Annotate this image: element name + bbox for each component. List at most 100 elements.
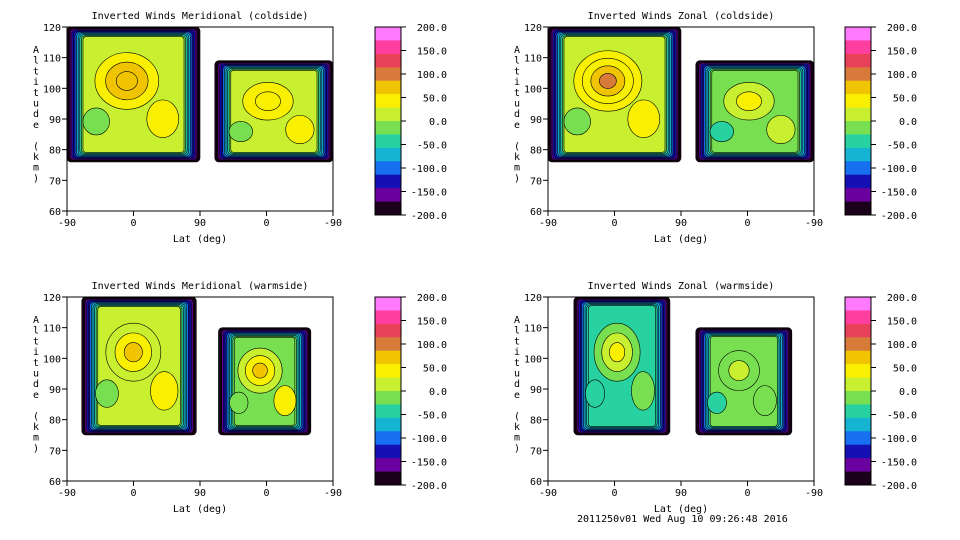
colorbar-label: -50.0 [417,411,447,422]
colorbar-label: 0.0 [429,387,447,398]
colorbar-label: -100.0 [881,164,917,175]
colorbar-label: -100.0 [411,164,447,175]
svg-text:i: i [514,347,520,358]
x-tick-label: 90 [675,218,687,229]
colorbar-label: -200.0 [881,211,917,222]
colorbar-label: 200.0 [417,293,447,304]
svg-text:d: d [33,379,39,390]
colorbar-label: -150.0 [881,458,917,469]
svg-text:): ) [33,443,39,454]
panel-zonal-coldside: Inverted Winds Zonal (coldside) -90 0 90 0 -… [514,11,823,245]
colorbar-swatch [845,310,871,325]
y-tick-label: 90 [49,385,61,396]
svg-text:u: u [33,99,39,110]
x-tick-label: 0 [263,488,269,499]
colorbar-swatch [375,431,401,446]
svg-text:d: d [514,109,520,120]
svg-text:m: m [514,433,520,444]
svg-text:m: m [33,163,39,174]
colorbar-label: 50.0 [893,364,917,375]
svg-text:(: ( [33,141,39,152]
colorbar-swatch [845,471,871,486]
x-axis-label: Lat (deg) [173,234,227,245]
colorbar-swatch [375,53,401,68]
colorbar-swatch [375,67,401,82]
svg-text:A: A [33,315,39,326]
colorbar-label: 0.0 [429,117,447,128]
svg-text:k: k [33,422,39,433]
colorbar-swatch [845,134,871,149]
x-tick-label: 0 [611,488,617,499]
run-timestamp: 2011250v01 Wed Aug 10 09:26:48 2016 [577,514,788,525]
colorbar-swatch [375,134,401,149]
svg-text:d: d [514,379,520,390]
colorbar-label: 50.0 [423,364,447,375]
svg-text:A: A [514,315,520,326]
colorbar-label: 0.0 [899,387,917,398]
y-tick-label: 100 [43,354,61,365]
colorbar-swatch [845,27,871,41]
colorbar-zonal-coldside: 200.0 150.0 100.0 50.0 0.0 -50.0 -100.0 -150.0 -… [844,23,917,222]
svg-text:A: A [514,45,520,56]
colorbar-label: -200.0 [411,211,447,222]
colorbar-label: -50.0 [887,141,917,152]
colorbar-swatch [845,364,871,378]
y-tick-label: 60 [49,207,61,218]
x-tick-label: 90 [194,488,206,499]
panel-meridional-coldside: Inverted Winds Meridional (coldside) -90… [33,11,342,245]
colorbar-swatch [845,297,871,311]
colorbar-swatch [845,94,871,108]
colorbar-swatch [845,201,871,216]
colorbar-swatch [845,40,871,55]
svg-text:e: e [33,120,39,131]
colorbar-label: 200.0 [417,23,447,34]
colorbar-swatch [845,431,871,446]
x-tick-label: 90 [194,218,206,229]
x-tick-label: -90 [539,488,557,499]
colorbar-swatch [375,147,401,162]
colorbar-swatch [845,161,871,176]
x-tick-label: 0 [744,218,750,229]
svg-text:(: ( [514,411,520,422]
chart-title: Inverted Winds Meridional (coldside) [92,11,309,22]
y-tick-label: 70 [49,446,61,457]
x-tick-label: -90 [539,218,557,229]
y-tick-label: 60 [530,477,542,488]
colorbar-swatch [845,458,871,472]
y-tick-label: 80 [530,416,542,427]
svg-text:(: ( [514,141,520,152]
svg-text:(: ( [33,411,39,422]
svg-text:): ) [514,443,520,454]
colorbar-swatch [375,297,401,311]
colorbar-swatch [375,40,401,55]
x-tick-label: 0 [130,218,136,229]
y-tick-label: 120 [43,23,61,34]
y-tick-label: 120 [43,293,61,304]
colorbar-label: -150.0 [411,188,447,199]
x-tick-label: -90 [58,218,76,229]
colorbar-meridional-warmside: 200.0 150.0 100.0 50.0 0.0 -50.0 -100.0 -150.0 -… [374,293,447,492]
colorbar-swatch [845,377,871,392]
panel-meridional-warmside: Inverted Winds Meridional (warmside) -90… [33,281,342,515]
colorbar-swatch [845,444,871,459]
y-tick-label: 110 [43,54,61,65]
colorbar-swatch [375,471,401,486]
x-tick-label: 0 [744,488,750,499]
colorbar-label: 150.0 [887,317,917,328]
y-tick-label: 90 [49,115,61,126]
svg-text:t: t [33,336,39,347]
colorbar-swatch [845,147,871,162]
x-axis-label: Lat (deg) [173,504,227,515]
colorbar-swatch [375,337,401,352]
colorbar-swatch [375,323,401,338]
svg-text:t: t [514,88,520,99]
svg-text:k: k [514,422,520,433]
colorbar-swatch [845,337,871,352]
colorbar-label: 100.0 [887,340,917,351]
colorbar-swatch [375,201,401,216]
colorbar-label: -50.0 [417,141,447,152]
colorbar-swatch [375,310,401,325]
